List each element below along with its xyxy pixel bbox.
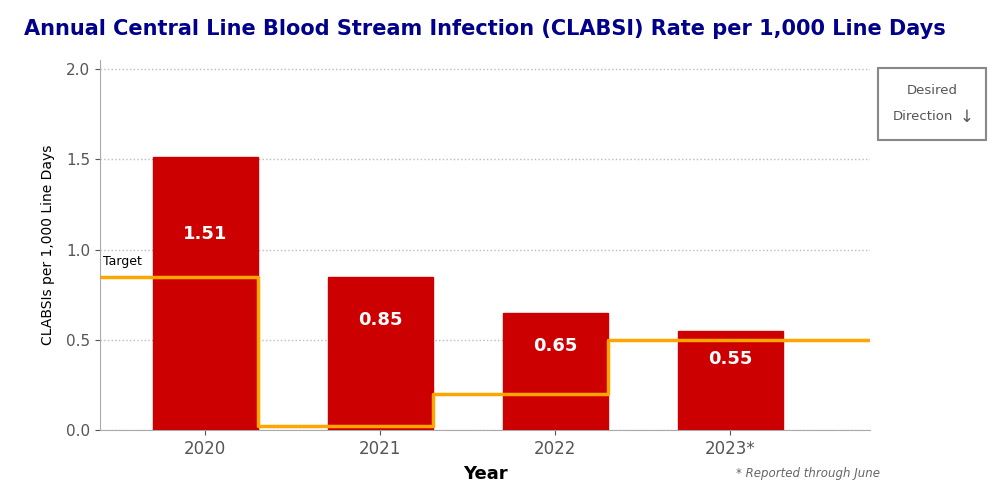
Y-axis label: CLABSIs per 1,000 Line Days: CLABSIs per 1,000 Line Days [41, 145, 55, 345]
Text: * Reported through June: * Reported through June [736, 467, 880, 480]
Bar [678, 330, 783, 430]
Text: ↓: ↓ [960, 108, 973, 126]
X-axis label: Year: Year [463, 464, 507, 482]
Bar [503, 312, 608, 430]
Text: 1.51: 1.51 [183, 225, 227, 243]
Title: Annual Central Line Blood Stream Infection (CLABSI) Rate per 1,000 Line Days: Annual Central Line Blood Stream Infecti… [24, 19, 946, 39]
Bar [328, 276, 432, 430]
Text: Direction: Direction [893, 110, 954, 124]
Text: Target: Target [104, 254, 142, 268]
Text: 0.85: 0.85 [358, 310, 402, 328]
Bar [152, 158, 258, 430]
Text: Desired: Desired [906, 84, 958, 97]
Text: 0.65: 0.65 [533, 336, 577, 354]
Text: 0.55: 0.55 [708, 350, 752, 368]
